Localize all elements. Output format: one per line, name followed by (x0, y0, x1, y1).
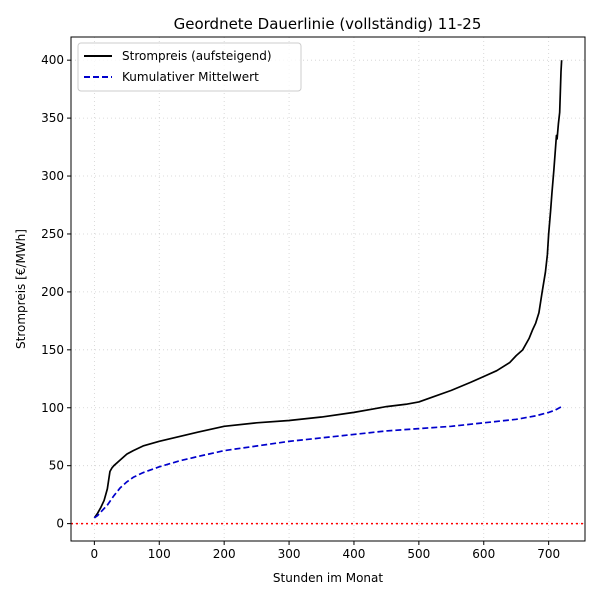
kumulativer-mittelwert-line (93, 405, 563, 519)
x-tick-label: 0 (91, 547, 99, 561)
legend-label-strompreis: Strompreis (aufsteigend) (122, 49, 272, 63)
x-tick-label: 300 (278, 547, 301, 561)
y-tick-label: 350 (41, 111, 64, 125)
x-tick-label: 500 (407, 547, 430, 561)
x-axis-label: Stunden im Monat (273, 571, 383, 585)
y-axis-label: Strompreis [€/MWh] (14, 229, 28, 349)
series-lines (93, 60, 563, 519)
x-axis-ticks: 0 100 200 300 400 500 600 700 (91, 541, 560, 561)
x-tick-label: 100 (148, 547, 171, 561)
y-axis-ticks: 0 50 100 150 200 250 300 350 400 (41, 53, 71, 531)
y-tick-label: 250 (41, 227, 64, 241)
y-tick-label: 200 (41, 285, 64, 299)
legend-label-mittelwert: Kumulativer Mittelwert (122, 70, 259, 84)
plot-frame (70, 36, 586, 542)
strompreis-line (93, 60, 563, 519)
y-tick-label: 50 (49, 459, 64, 473)
x-tick-label: 700 (537, 547, 560, 561)
x-tick-label: 400 (343, 547, 366, 561)
x-tick-label: 200 (213, 547, 236, 561)
x-tick-label: 600 (472, 547, 495, 561)
legend: Strompreis (aufsteigend) Kumulativer Mit… (77, 42, 302, 92)
legend-box (77, 42, 302, 92)
y-tick-label: 300 (41, 169, 64, 183)
y-tick-label: 100 (41, 401, 64, 415)
chart-title: Geordnete Dauerlinie (vollständig) 11-25 (174, 15, 482, 33)
y-tick-label: 150 (41, 343, 64, 357)
y-tick-label: 0 (56, 517, 64, 531)
y-tick-label: 400 (41, 53, 64, 67)
